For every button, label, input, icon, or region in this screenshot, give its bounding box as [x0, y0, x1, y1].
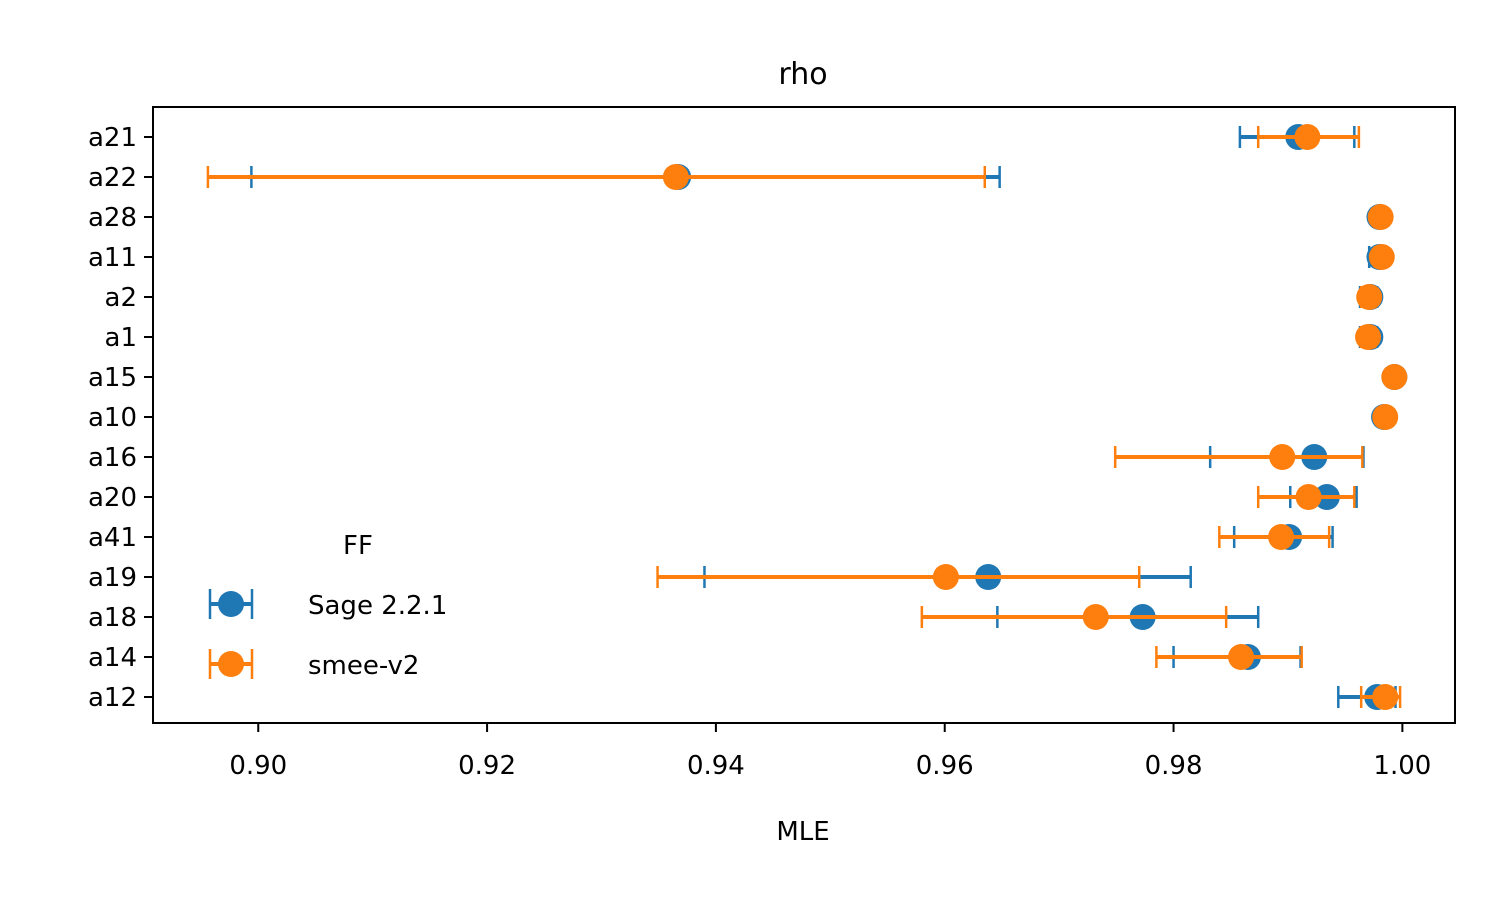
data-point — [1372, 404, 1399, 430]
plot-frame — [152, 106, 1456, 724]
data-point — [1372, 684, 1399, 710]
x-tick-label: 0.96 — [916, 751, 974, 781]
x-tick-label: 0.98 — [1145, 751, 1203, 781]
y-tick-label: a18 — [88, 603, 137, 633]
y-tick-label: a12 — [88, 683, 137, 713]
data-point — [1228, 644, 1255, 670]
y-tick-label: a41 — [88, 523, 137, 553]
legend-marker — [218, 651, 244, 677]
y-tick-label: a2 — [105, 283, 137, 313]
y-tick-label: a22 — [88, 163, 137, 193]
chart-title: rho — [778, 57, 827, 92]
series-smee — [206, 124, 1408, 710]
data-point — [1269, 444, 1296, 470]
legend-label: smee-v2 — [308, 651, 419, 681]
y-tick-label: a19 — [88, 563, 137, 593]
data-point — [1268, 524, 1295, 550]
data-point — [1294, 124, 1321, 150]
x-tick-label: 0.90 — [229, 751, 287, 781]
y-tick-label: a21 — [88, 123, 137, 153]
data-point — [1082, 604, 1109, 630]
data-point — [1381, 364, 1408, 390]
x-tick-label: 1.00 — [1373, 751, 1431, 781]
data-point — [932, 564, 959, 590]
legend-title: FF — [343, 531, 373, 561]
x-tick-label: 0.94 — [687, 751, 745, 781]
legend: FF Sage 2.2.1 smee-v2 — [208, 531, 447, 681]
data-point — [1367, 204, 1394, 230]
series-layer — [206, 124, 1408, 710]
y-tick-label: a10 — [88, 403, 137, 433]
data-point — [1368, 244, 1395, 270]
y-tick-label: a15 — [88, 363, 137, 393]
y-tick-label: a11 — [88, 243, 137, 273]
legend-marker — [218, 591, 244, 617]
data-point — [662, 164, 689, 190]
y-tick-label: a16 — [88, 443, 137, 473]
x-axis-label: MLE — [776, 817, 829, 847]
y-tick-label: a1 — [105, 323, 137, 353]
x-tick-label: 0.92 — [458, 751, 516, 781]
y-tick-label: a14 — [88, 643, 137, 673]
y-tick-label: a28 — [88, 203, 137, 233]
data-point — [1295, 484, 1322, 510]
y-tick-label: a20 — [88, 483, 137, 513]
legend-label: Sage 2.2.1 — [308, 591, 447, 621]
x-axis: 0.90 0.92 0.94 0.96 0.98 1.00 — [229, 723, 1431, 781]
data-point — [1355, 324, 1382, 350]
data-point — [1356, 284, 1383, 310]
series-sage — [250, 124, 1408, 710]
y-axis: a21 a22 a28 a11 a2 a1 a15 a10 a16 a20 a41 a19 a18 a14… — [88, 123, 153, 713]
